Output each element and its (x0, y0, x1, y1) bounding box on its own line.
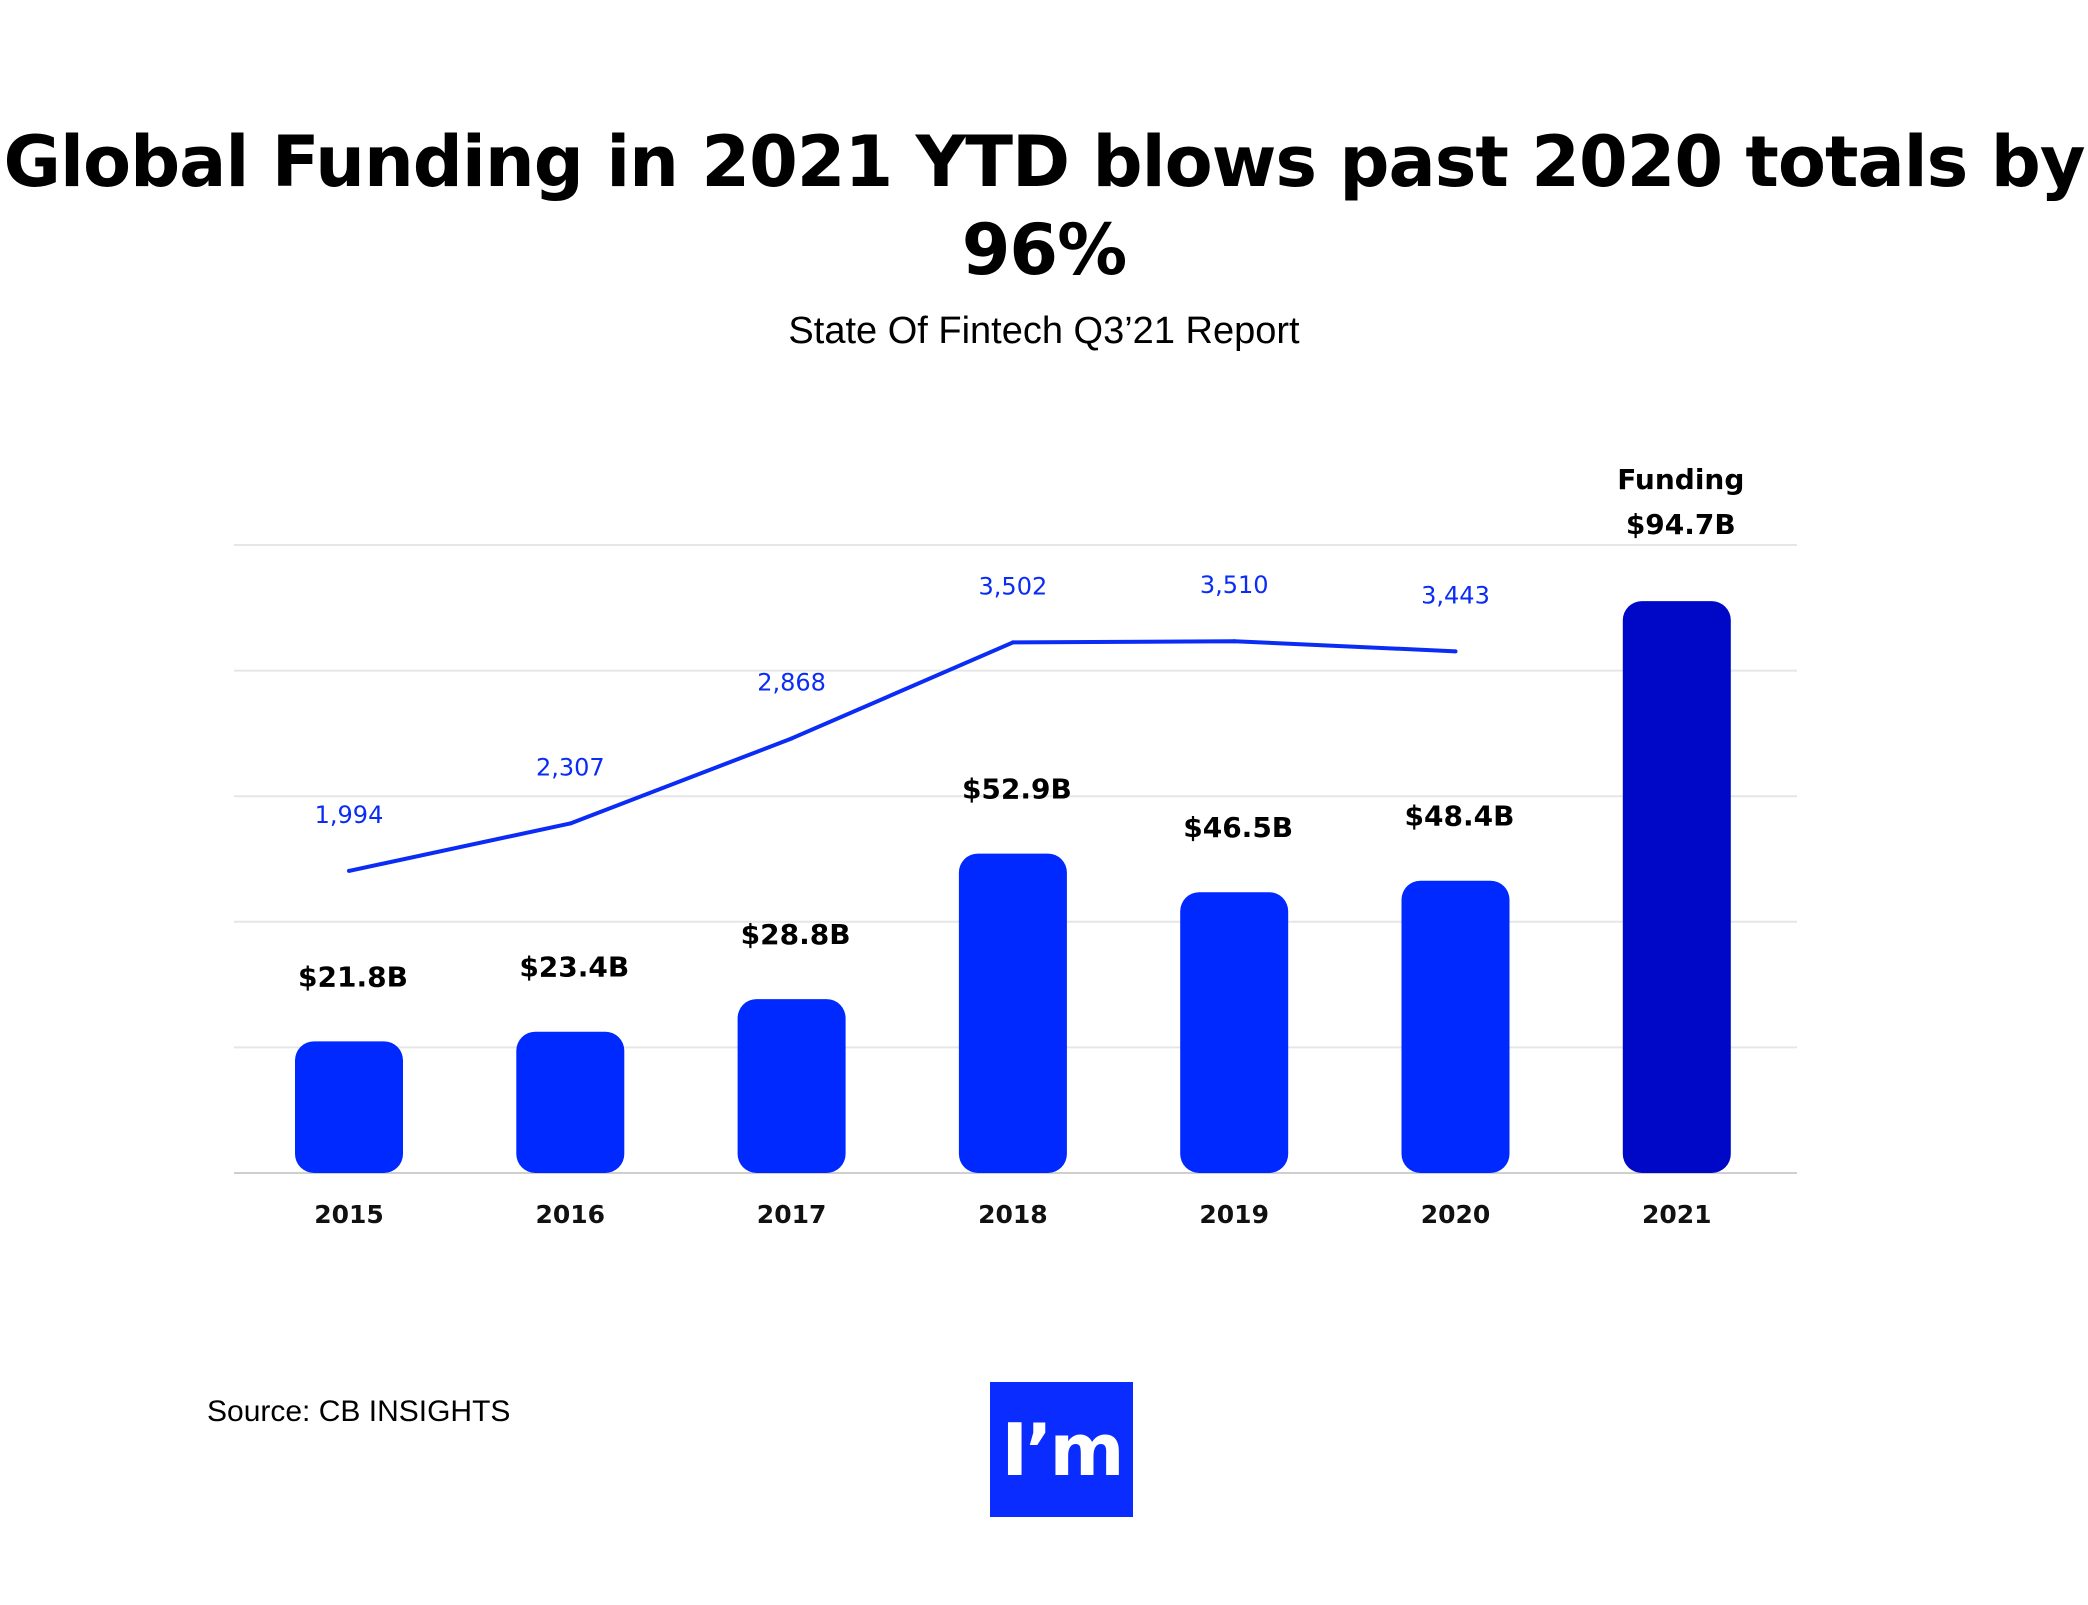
bar-value-label: $46.5B (1183, 811, 1293, 844)
x-tick-label: 2021 (1642, 1200, 1712, 1229)
bar-value-label: $23.4B (519, 951, 629, 984)
line-point (1232, 639, 1237, 644)
bar-2020 (1401, 880, 1510, 1173)
chart-title: Global Funding in 2021 YTD blows past 20… (3, 121, 2086, 291)
x-tick-label: 2017 (757, 1200, 827, 1229)
brand-logo: I’m (990, 1382, 1133, 1517)
line-value-label: 2,868 (757, 668, 826, 696)
bar-2017 (737, 999, 846, 1173)
line-value-label: 3,443 (1421, 581, 1490, 609)
logo-text: I’m (1001, 1407, 1124, 1492)
bar-2021 (1622, 601, 1731, 1173)
x-tick-label: 2015 (314, 1200, 384, 1229)
bar-value-label: $52.9B (962, 773, 1072, 806)
x-tick-label: 2016 (536, 1200, 606, 1229)
line-point (1010, 640, 1015, 645)
bar-value-label: $21.8B (298, 960, 408, 993)
line-value-label: 3,510 (1200, 571, 1269, 599)
bar-value-label: $28.8B (741, 918, 851, 951)
bar-2018 (958, 853, 1067, 1173)
bar-2016 (516, 1031, 625, 1173)
bar-2015 (295, 1041, 403, 1173)
series-name-label: Funding (1617, 463, 1744, 496)
line-value-label: 3,502 (979, 572, 1048, 600)
source-note: Source: CB INSIGHTS (207, 1395, 511, 1428)
line-point (347, 868, 351, 873)
line-value-label: 1,994 (315, 801, 384, 829)
deal-count-line (348, 639, 1456, 873)
bar-value-label: $48.4B (1405, 800, 1515, 833)
bar-2019 (1180, 892, 1289, 1173)
chart-subtitle: State Of Fintech Q3’21 Report (788, 310, 1300, 352)
x-tick-label: 2019 (1199, 1200, 1269, 1229)
line-point (568, 821, 573, 826)
x-tick-label: 2020 (1421, 1200, 1491, 1229)
line-point (1453, 649, 1458, 654)
bar-value-label: $94.7B (1626, 508, 1736, 541)
x-tick-label: 2018 (978, 1200, 1048, 1229)
line-value-label: 2,307 (536, 753, 605, 781)
line-point (789, 736, 794, 741)
